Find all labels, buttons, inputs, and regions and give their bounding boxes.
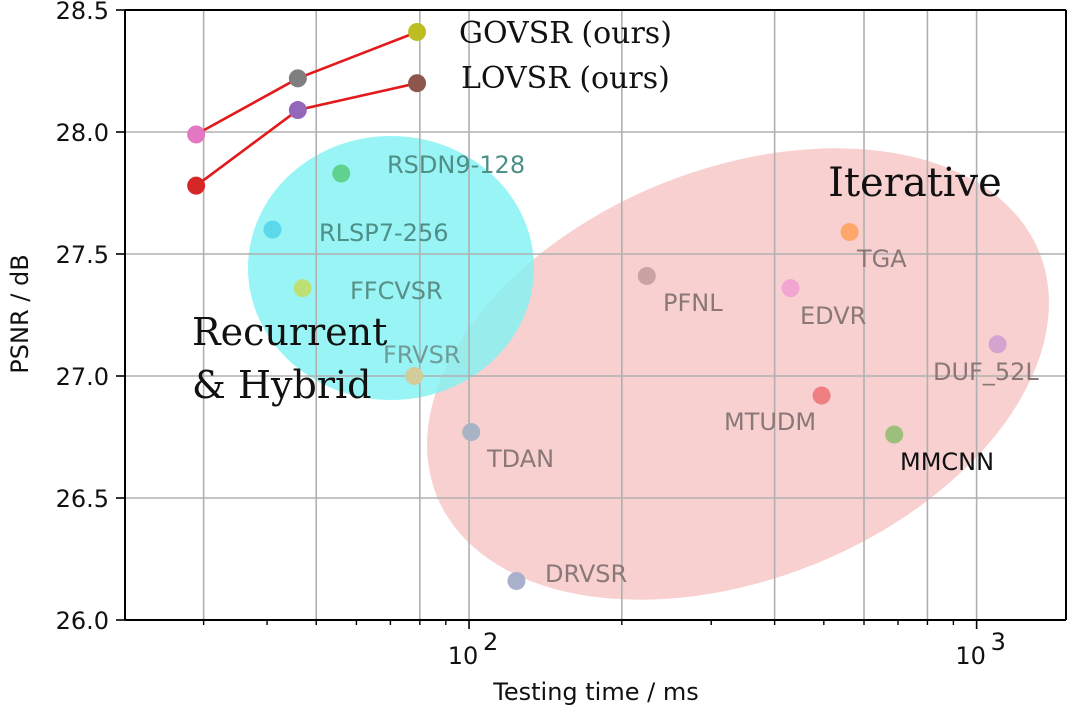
point-tga <box>840 223 859 242</box>
x-axis-title: Testing time / ms <box>492 678 698 706</box>
label-edvr: EDVR <box>800 302 866 330</box>
series-point <box>187 176 206 195</box>
y-tick-label: 28.0 <box>56 119 109 147</box>
label-mtudm: MTUDM <box>724 408 816 436</box>
region-iterative <box>427 148 1049 600</box>
y-tick-label: 27.5 <box>56 241 109 269</box>
region-label-iterative: Iterative <box>828 160 1002 206</box>
y-tick-label: 26.5 <box>56 485 109 513</box>
y-tick-label: 27.0 <box>56 363 109 391</box>
point-rlsp7-256 <box>263 220 282 239</box>
point-pfnl <box>637 266 656 285</box>
label-mmcnn: MMCNN <box>900 448 994 476</box>
series-point <box>408 22 427 41</box>
label-duf-52l: DUF_52L <box>933 358 1039 386</box>
series-point <box>187 125 206 144</box>
point-duf-52l <box>988 335 1007 354</box>
series-point <box>408 74 427 93</box>
x-tick-label: 10 <box>955 642 986 670</box>
y-tick-label: 28.5 <box>56 0 109 25</box>
series-label-govsr: GOVSR (ours) <box>459 16 672 51</box>
x-tick-exponent: 2 <box>483 628 498 656</box>
y-axis-title: PSNR / dB <box>6 254 34 373</box>
data-points <box>187 22 1007 590</box>
label-ffcvsr: FFCVSR <box>350 277 443 305</box>
label-drvsr: DRVSR <box>545 560 627 588</box>
point-frvsr <box>405 367 424 385</box>
label-tga: TGA <box>856 245 907 273</box>
region-recurrent-hybrid <box>248 136 534 400</box>
series-point <box>288 101 307 120</box>
label-rlsp7-256: RLSP7-256 <box>319 219 449 247</box>
x-tick-label: 10 <box>448 642 479 670</box>
point-mtudm <box>812 386 831 405</box>
point-tdan <box>462 423 481 442</box>
series-point <box>288 69 307 88</box>
point-edvr <box>781 279 800 298</box>
y-tick-label: 26.0 <box>56 607 109 635</box>
region-label-recurrent: Recurrent <box>192 310 387 354</box>
point-rsdn9-128 <box>332 164 351 183</box>
series-label-lovsr: LOVSR (ours) <box>461 61 670 96</box>
axes: 26.026.527.027.528.028.510 2 10 3 <box>56 0 1067 670</box>
label-frvsr: FRVSR <box>383 341 461 369</box>
point-ffcvsr <box>293 279 312 298</box>
point-drvsr <box>507 571 526 590</box>
series-line-govsr <box>195 30 418 136</box>
point-mmcnn <box>885 425 904 444</box>
label-tdan: TDAN <box>486 445 554 473</box>
label-pfnl: PFNL <box>663 289 723 317</box>
label-rsdn9-128: RSDN9-128 <box>387 151 525 179</box>
region-label-hybrid: & Hybrid <box>192 363 371 407</box>
x-tick-exponent: 3 <box>991 628 1006 656</box>
